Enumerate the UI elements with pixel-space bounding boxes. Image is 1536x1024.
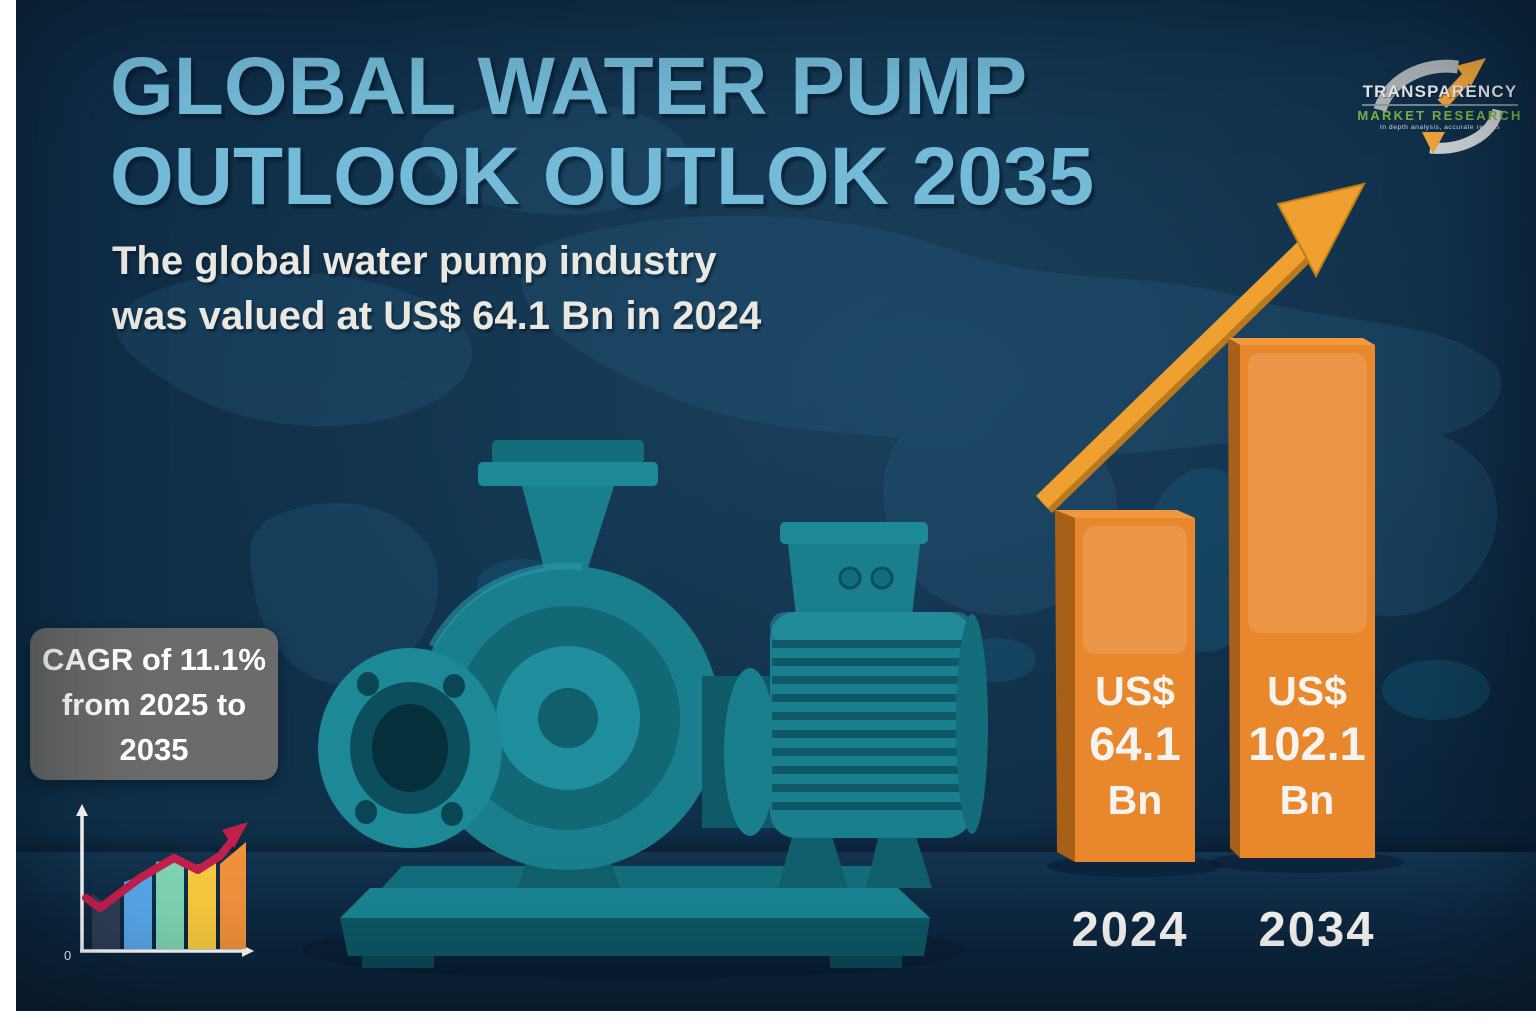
logo-text-block: TRANSPARENCY MARKET RESEARCH In depth an… — [1352, 82, 1528, 131]
mini-bar-5 — [220, 842, 246, 949]
growth-arrow-icon — [1036, 182, 1366, 514]
cagr-line-2: from 2025 to — [61, 686, 247, 722]
page-title-line-2: OUTLOOK OUTLOK 2035 — [110, 131, 1095, 222]
bar-value-suffix: Bn — [1280, 777, 1335, 823]
bar-value: 64.1 — [1089, 717, 1180, 770]
page-subtitle-line-2: was valued at US$ 64.1 Bn in 2024 — [112, 294, 762, 338]
logo-swoosh-icon — [1373, 58, 1504, 154]
market-bar-chart: US$ 64.1 Bn 2024 US$ 102.1 Bn 2034 — [1036, 182, 1405, 957]
origin-label: 0 — [64, 948, 71, 963]
page-subtitle-line-1: The global water pump industry — [112, 239, 717, 283]
mini-bar-3 — [156, 858, 184, 949]
logo-divider — [1362, 104, 1518, 106]
logo-brand-sub: MARKET RESEARCH — [1357, 108, 1523, 123]
cagr-line-1: CAGR of 11.1% — [42, 641, 266, 677]
trend-arrowhead — [222, 822, 248, 848]
bar-2034: US$ 102.1 Bn 2034 — [1228, 338, 1375, 957]
growth-chart-icon: 0 — [64, 804, 254, 963]
logo-tagline: In depth analysis, accurate results — [1379, 124, 1501, 131]
bar-year-label: 2034 — [1258, 903, 1375, 957]
water-pump-illustration — [302, 440, 988, 980]
page-subtitle: The global water pump industry was value… — [112, 234, 761, 344]
cagr-line-3: 2035 — [119, 731, 189, 767]
bar-year-label: 2024 — [1071, 903, 1188, 957]
bar-2024: US$ 64.1 Bn 2024 — [1055, 510, 1195, 957]
page-title: GLOBAL WATER PUMP OUTLOOK OUTLOK 2035 — [110, 42, 1094, 222]
cagr-badge: CAGR of 11.1% from 2025 to 2035 — [30, 628, 278, 780]
mini-bar-4 — [188, 862, 216, 949]
bar-value-prefix: US$ — [1267, 668, 1347, 714]
mini-bar-2 — [124, 872, 152, 949]
bar-value-suffix: Bn — [1108, 777, 1163, 823]
logo-brand-name: TRANSPARENCY — [1362, 82, 1518, 101]
y-axis-arrowhead — [76, 804, 88, 816]
page-title-line-1: GLOBAL WATER PUMP — [110, 41, 1028, 132]
trend-line — [82, 832, 240, 912]
bar-value-prefix: US$ — [1095, 668, 1175, 714]
bar-value: 102.1 — [1248, 717, 1366, 770]
tmr-logo: TRANSPARENCY MARKET RESEARCH In depth an… — [1352, 44, 1528, 170]
content-canvas: GLOBAL WATER PUMP OUTLOOK OUTLOK 2035 Th… — [16, 0, 1536, 1011]
